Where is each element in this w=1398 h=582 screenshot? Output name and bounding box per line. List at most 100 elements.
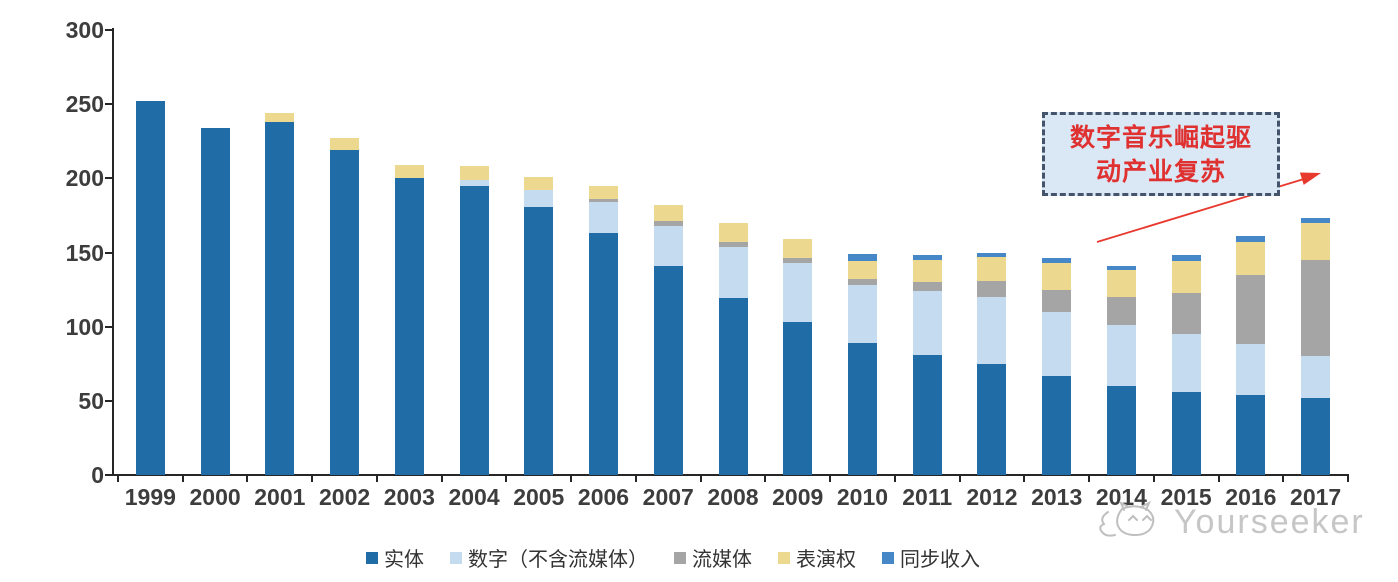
x-axis-label-2015: 2015 xyxy=(1160,484,1212,510)
bar-segment-2005 xyxy=(524,190,554,207)
bar-segment-2017 xyxy=(1301,397,1331,475)
bar-segment-2016 xyxy=(1236,394,1266,475)
bar-segment-2013 xyxy=(1042,375,1072,475)
bar-segment-2004 xyxy=(459,179,489,186)
bar-segment-2007 xyxy=(653,265,683,475)
bar-segment-2006 xyxy=(589,233,619,475)
bar-segment-2003 xyxy=(394,164,424,179)
x-axis-label-2013: 2013 xyxy=(1031,484,1083,510)
x-axis-label-2017: 2017 xyxy=(1290,484,1342,510)
bar-segment-2009 xyxy=(783,239,813,259)
x-axis-tick xyxy=(1023,476,1026,482)
x-axis-tick xyxy=(505,476,508,482)
bar-segment-2011 xyxy=(912,354,942,475)
x-axis-label-2009: 2009 xyxy=(772,484,824,510)
bar-segment-2011 xyxy=(912,282,942,292)
bar-segment-2007 xyxy=(653,205,683,222)
legend-label: 表演权 xyxy=(796,549,856,571)
bar-segment-2015 xyxy=(1171,261,1201,293)
x-axis-tick xyxy=(375,476,378,482)
legend-item: 流媒体 xyxy=(674,543,752,572)
legend: 实体 数字（不含流媒体） 流媒体 表演权 同步收入 xyxy=(366,543,980,572)
bar-segment-2013 xyxy=(1042,262,1072,290)
x-axis-tick xyxy=(1088,476,1091,482)
bar-segment-2005 xyxy=(524,206,554,475)
y-axis-tick-label: 200 xyxy=(65,165,104,192)
legend-swatch-icon xyxy=(366,551,378,564)
legend-label: 数字（不含流媒体） xyxy=(468,549,648,571)
bar-segment-2016 xyxy=(1236,236,1266,243)
x-axis-tick xyxy=(117,476,119,482)
bar-segment-2014 xyxy=(1106,386,1136,475)
bar-segment-2008 xyxy=(718,246,748,299)
y-axis-tick xyxy=(105,29,113,31)
x-axis-label-2007: 2007 xyxy=(642,484,694,510)
annotation-callout: 数字音乐崛起驱 动产业复苏 xyxy=(1042,112,1280,196)
legend-item: 表演权 xyxy=(778,543,856,572)
bar-segment-2013 xyxy=(1042,311,1072,376)
bar-segment-2010 xyxy=(847,261,877,280)
bar-segment-2010 xyxy=(847,279,877,286)
y-axis-tick-label: 50 xyxy=(78,387,104,414)
bar-segment-2012 xyxy=(977,297,1007,364)
bar-segment-2005 xyxy=(524,176,554,191)
x-axis-tick xyxy=(181,476,184,482)
bar-segment-2007 xyxy=(653,225,683,266)
legend-swatch-icon xyxy=(882,551,894,564)
annotation-text-line1: 数字音乐崛起驱 xyxy=(1069,124,1252,152)
bar-segment-2012 xyxy=(977,256,1007,281)
y-axis-tick-label: 100 xyxy=(65,313,104,340)
x-axis-tick xyxy=(1282,476,1285,482)
bar-segment-2009 xyxy=(783,262,813,323)
bar-segment-2006 xyxy=(589,199,619,203)
x-axis-label-2004: 2004 xyxy=(448,484,500,510)
legend-swatch-icon xyxy=(450,551,462,564)
bar-segment-2003 xyxy=(394,178,424,475)
x-axis-tick xyxy=(893,476,896,482)
legend-label: 实体 xyxy=(384,549,424,571)
bar-segment-2001 xyxy=(265,113,295,122)
x-axis-tick xyxy=(1347,476,1349,482)
x-axis-label-1999: 1999 xyxy=(124,484,176,510)
bar-segment-1999 xyxy=(135,101,165,475)
bar-segment-2011 xyxy=(912,255,942,260)
bar-segment-2010 xyxy=(847,285,877,343)
x-axis-tick xyxy=(958,476,961,482)
legend-item: 实体 xyxy=(366,543,424,572)
x-axis-label-2003: 2003 xyxy=(383,484,435,510)
bar-segment-2010 xyxy=(847,253,877,262)
y-axis-tick-label: 0 xyxy=(91,462,104,488)
bar-segment-2000 xyxy=(200,127,230,475)
bar-segment-2009 xyxy=(783,322,813,475)
bar-segment-2010 xyxy=(847,342,877,475)
legend-swatch-icon xyxy=(778,551,790,564)
x-axis-tick xyxy=(1217,476,1220,482)
x-axis-tick xyxy=(246,476,249,482)
legend-item: 数字（不含流媒体） xyxy=(450,543,648,572)
bar-segment-2009 xyxy=(783,258,813,263)
x-axis-label-2002: 2002 xyxy=(318,484,371,510)
x-axis-label-2016: 2016 xyxy=(1225,484,1277,510)
y-axis-tick-label: 250 xyxy=(65,91,104,118)
x-axis-tick xyxy=(440,476,443,482)
bar-segment-2006 xyxy=(589,185,619,200)
x-axis-line xyxy=(112,474,1349,476)
bar-segment-2017 xyxy=(1301,356,1331,398)
bar-segment-2014 xyxy=(1106,325,1136,386)
bar-segment-2006 xyxy=(589,202,619,234)
x-axis-tick xyxy=(699,476,702,482)
x-axis-label-2014: 2014 xyxy=(1095,484,1147,510)
bar-segment-2007 xyxy=(653,221,683,226)
y-axis-tick-label: 300 xyxy=(65,17,104,43)
x-axis-tick xyxy=(570,476,573,482)
y-axis-tick xyxy=(105,399,113,402)
bar-segment-2008 xyxy=(718,298,748,475)
bar-segment-2011 xyxy=(912,291,942,355)
bar-segment-2016 xyxy=(1236,274,1266,345)
x-axis-tick xyxy=(829,476,832,482)
bar-segment-2016 xyxy=(1236,242,1266,275)
bar-segment-2015 xyxy=(1171,292,1201,335)
y-axis-line xyxy=(112,28,114,476)
